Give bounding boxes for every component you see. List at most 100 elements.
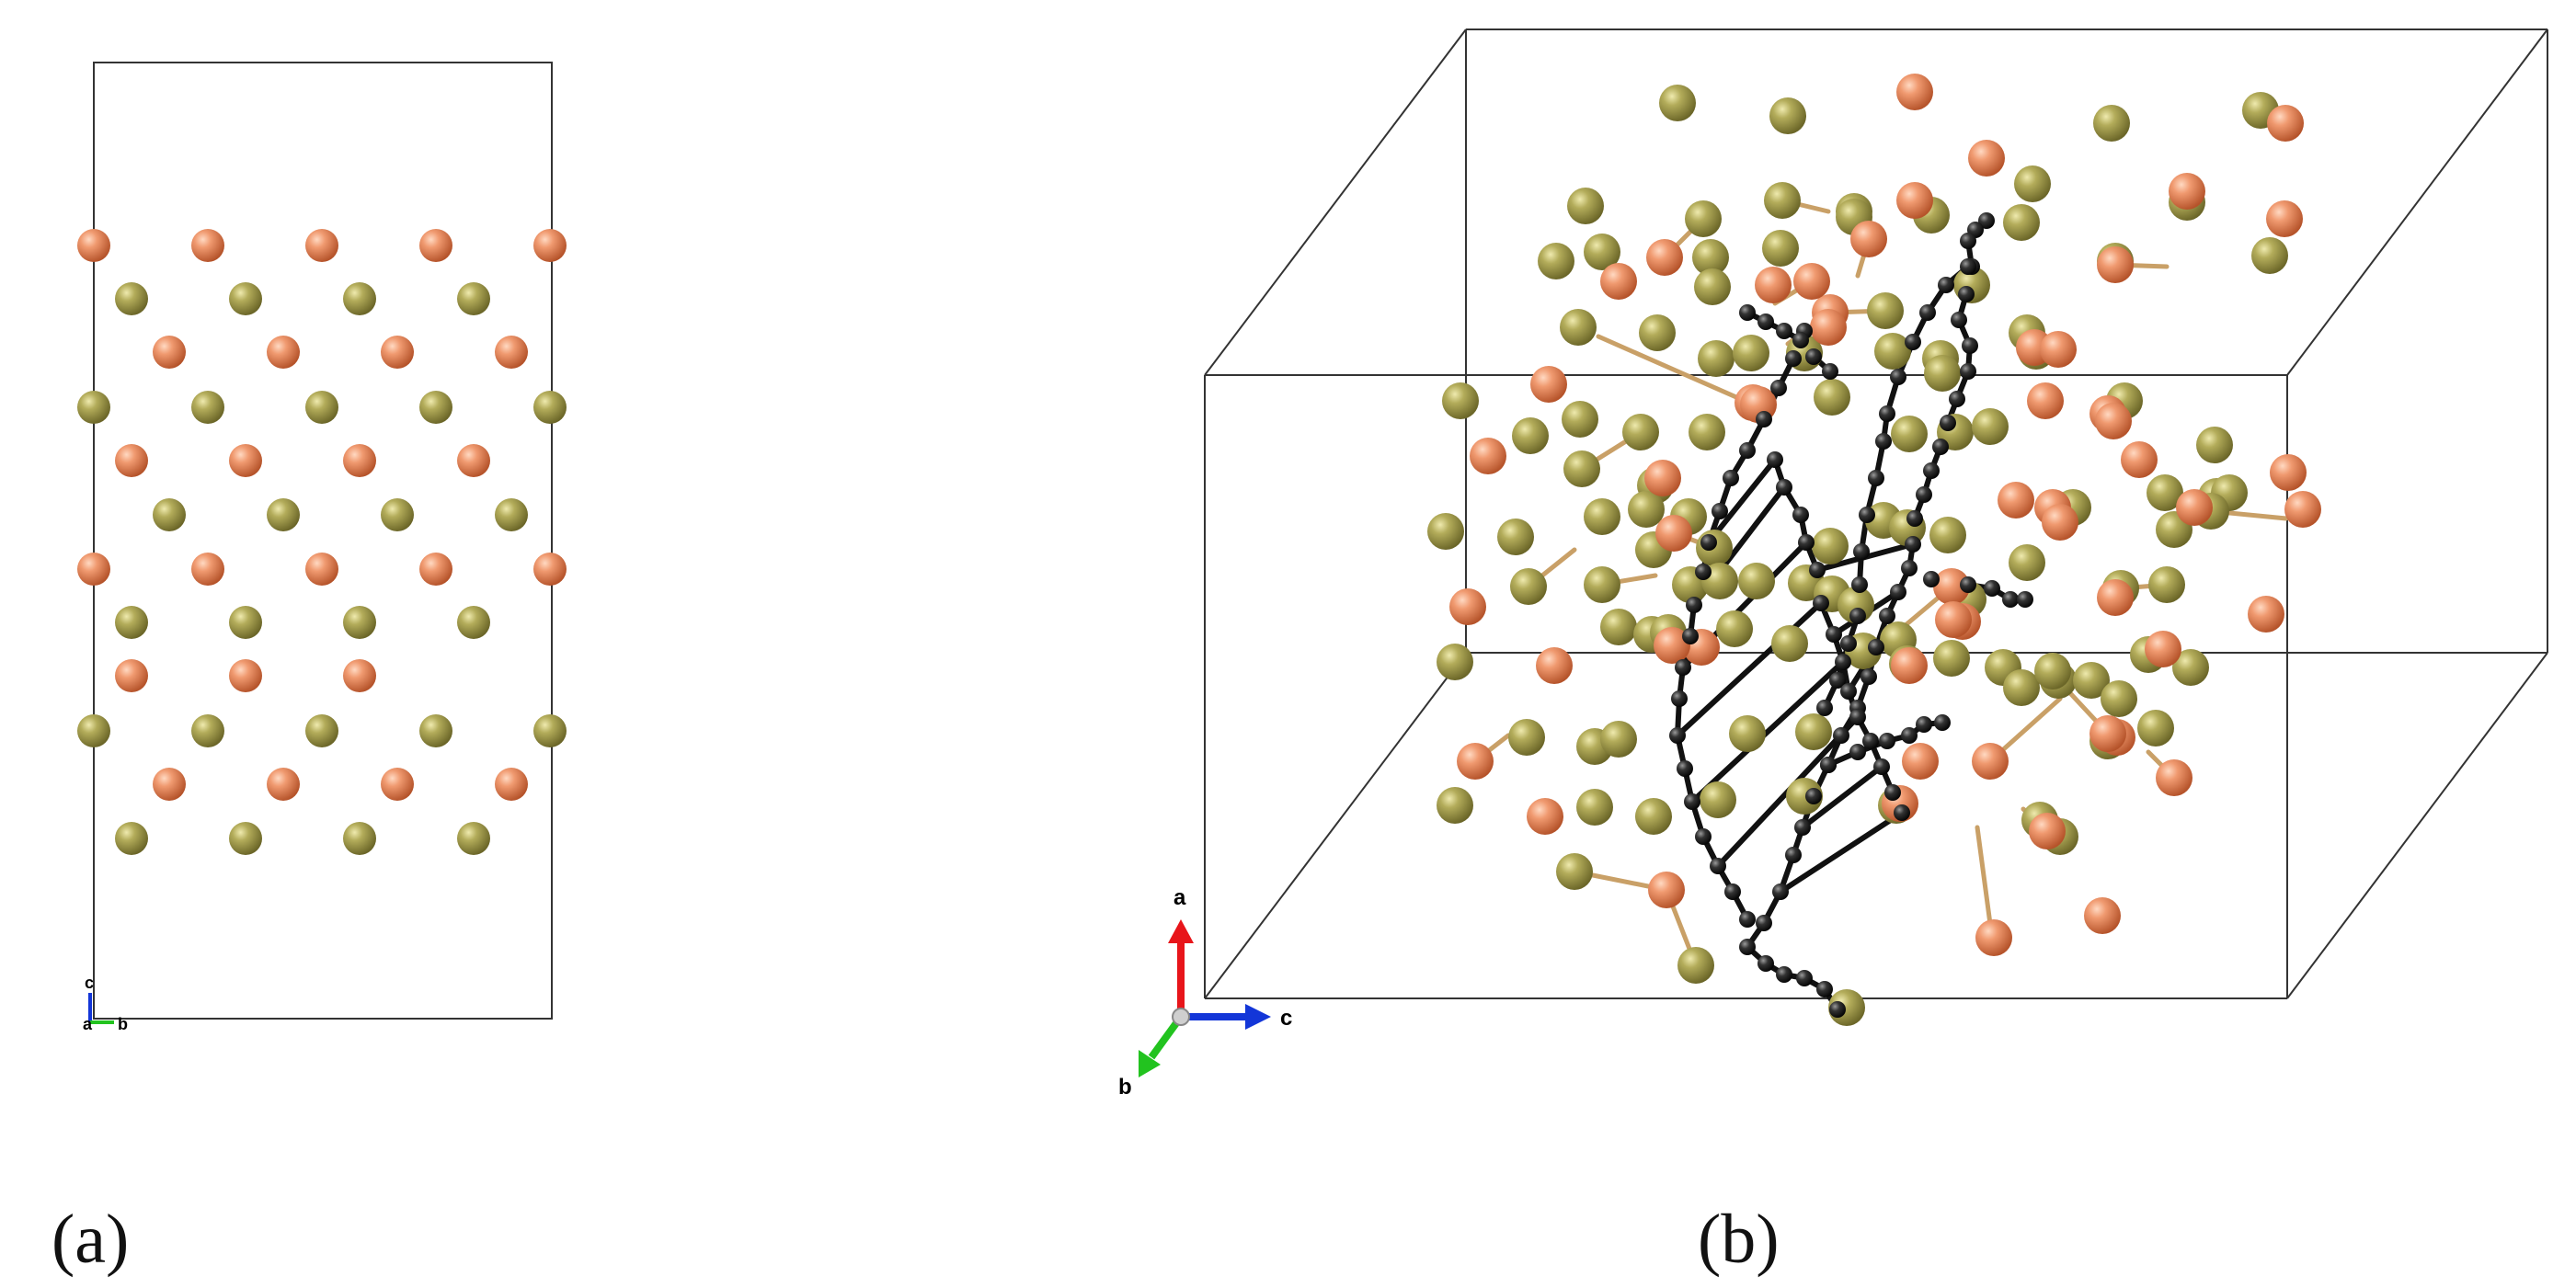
carbon-atom-sphere <box>1960 258 1976 275</box>
carbon-atom-sphere <box>1756 411 1772 427</box>
carbon-atom-sphere <box>1916 486 1932 503</box>
sb-atom-sphere <box>1427 513 1464 550</box>
carbon-atom-sphere <box>1960 576 1976 593</box>
cu-atom-sphere <box>2089 715 2126 752</box>
carbon-atom-sphere <box>1960 233 1976 249</box>
cu-atom-sphere <box>2266 200 2303 237</box>
sb-atom-sphere <box>153 498 186 531</box>
cu-atom-sphere <box>1896 74 1933 110</box>
sb-atom-sphere <box>1556 853 1593 890</box>
carbon-atom-sphere <box>1805 788 1822 804</box>
cu-atom-sphere <box>2029 813 2066 849</box>
sb-atom-sphere <box>1771 625 1808 662</box>
cu-atom-sphere <box>1654 627 1690 664</box>
axis-label-origin: a <box>83 1015 93 1033</box>
sb-atom-sphere <box>1972 408 2009 445</box>
unit-cell-box <box>93 62 553 1020</box>
crystal-axes-icon: c a b <box>83 974 128 1033</box>
carbon-atom-sphere <box>1860 668 1877 685</box>
sb-atom-sphere <box>2147 474 2183 511</box>
panel-label-a: (a) <box>52 1201 130 1278</box>
cu-atom-sphere <box>1646 239 1683 276</box>
cu-atom-sphere <box>2084 897 2121 934</box>
cu-atom-sphere <box>1975 919 2012 956</box>
sb-atom-sphere <box>77 391 110 424</box>
cu-atom-sphere <box>1850 221 1887 257</box>
cu-atom-sphere <box>1891 647 1928 684</box>
cu-atom-sphere <box>1644 460 1681 496</box>
carbon-chain-atoms <box>1669 212 2033 1018</box>
sb-atom-sphere <box>1562 401 1598 438</box>
sb-atom-sphere <box>115 822 148 855</box>
crystal-axes-icon: a c b <box>1118 885 1292 1100</box>
sb-atom-sphere <box>1497 519 1534 555</box>
cu-atom-sphere <box>2267 105 2304 142</box>
sb-atom-sphere <box>1764 182 1801 219</box>
sb-atom-sphere <box>1600 609 1637 645</box>
sb-atom-sphere <box>1622 414 1659 450</box>
panel-a-diagram: c a b <box>77 62 567 1033</box>
sb-atom-sphere <box>2009 544 2045 581</box>
carbon-atom-sphere <box>1868 639 1884 655</box>
carbon-atom-sphere <box>1879 733 1895 749</box>
carbon-atom-sphere <box>1796 970 1813 986</box>
sb-atom-sphere <box>305 391 338 424</box>
carbon-atom-sphere <box>1923 462 1940 479</box>
carbon-atom-sphere <box>1794 819 1811 836</box>
sb-atom-sphere <box>457 606 490 639</box>
cu-atom-sphere <box>1972 743 2009 780</box>
cu-atom-sphere <box>77 229 110 262</box>
carbon-atom-sphere <box>1798 534 1815 551</box>
carbon-atom-sphere <box>2017 591 2033 608</box>
carbon-atom-sphere <box>1884 784 1901 801</box>
carbon-atom-sphere <box>1820 757 1837 773</box>
carbon-atom-sphere <box>1984 580 2000 597</box>
carbon-atom-sphere <box>1890 369 1906 385</box>
sb-atom-sphere <box>1677 947 1714 984</box>
sb-atom-sphere <box>2172 649 2209 686</box>
sb-atom-sphere <box>115 606 148 639</box>
sb-atom-sphere <box>1567 188 1604 224</box>
cu-atom-sphere <box>2042 504 2078 541</box>
sb-atom-sphere <box>1694 268 1731 305</box>
carbon-atom-sphere <box>1875 433 1892 450</box>
sb-atom-sphere <box>1442 382 1479 419</box>
carbon-atom-sphere <box>1949 391 1965 407</box>
carbon-atom-sphere <box>1675 659 1691 676</box>
carbon-atom-sphere <box>1757 955 1774 972</box>
sb-atom-sphere <box>1639 314 1676 351</box>
sb-atom-sphere <box>2003 669 2040 706</box>
sb-atom-sphere <box>1786 778 1823 815</box>
cu-atom-sphere <box>1470 438 1506 474</box>
sb-atom-sphere <box>2251 237 2288 274</box>
carbon-atom-sphere <box>1776 479 1792 496</box>
carbon-atom-sphere <box>1938 277 1954 293</box>
cu-atom-sphere <box>419 229 452 262</box>
cu-atom-sphere <box>1527 798 1563 835</box>
sb-atom-sphere <box>1929 517 1966 553</box>
cu-atom-sphere <box>533 229 567 262</box>
bond-line <box>1778 810 1905 895</box>
carbon-atom-sphere <box>1669 727 1686 744</box>
cu-atom-sphere <box>1536 647 1573 684</box>
cu-atom-sphere <box>495 336 528 369</box>
carbon-atom-sphere <box>1770 380 1787 396</box>
cu-atom-sphere <box>1600 263 1637 300</box>
sb-atom-sphere <box>1867 292 1904 329</box>
axis-label-up: a <box>1174 885 1186 910</box>
axis-label-up: c <box>85 974 94 992</box>
sb-atom-sphere <box>77 714 110 747</box>
carbon-atom-sphere <box>1868 470 1884 486</box>
sb-atom-sphere <box>343 606 376 639</box>
cu-atom-sphere <box>115 659 148 692</box>
carbon-atom-sphere <box>1772 883 1789 900</box>
carbon-atom-sphere <box>1776 966 1792 983</box>
cu-atom-sphere <box>153 768 186 801</box>
cu-atom-sphere <box>191 229 224 262</box>
carbon-atom-sphere <box>2002 591 2019 608</box>
atom-group <box>77 229 567 855</box>
sb-atom-sphere <box>1692 239 1729 276</box>
carbon-atom-sphere <box>1901 727 1918 744</box>
sb-atom-sphere <box>533 714 567 747</box>
carbon-atom-sphere <box>1756 915 1772 931</box>
